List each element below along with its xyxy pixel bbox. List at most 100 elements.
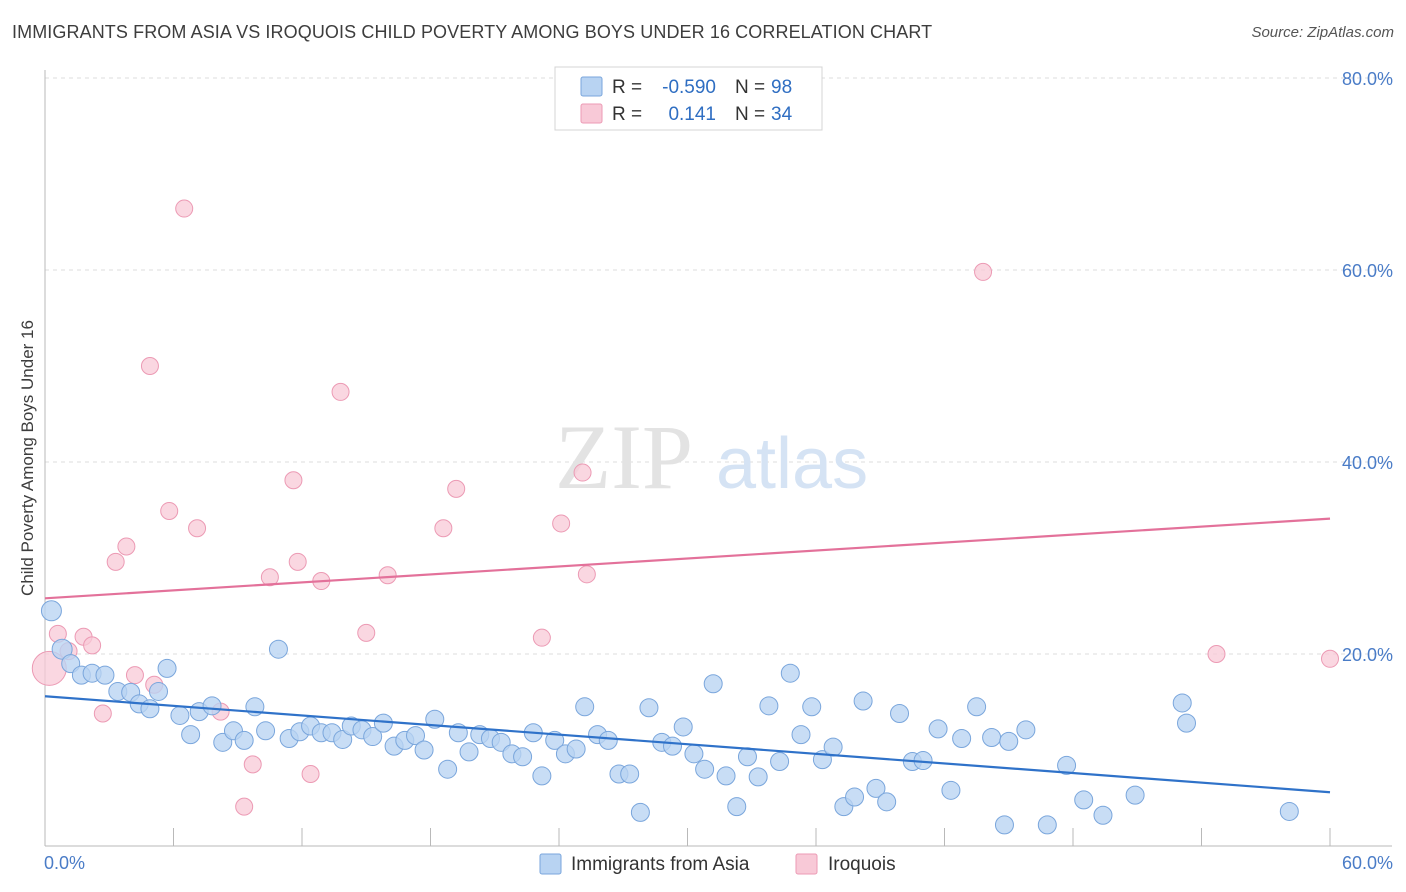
asia-point: [802, 697, 822, 717]
asia-points: [40, 600, 1299, 835]
asia-point: [268, 639, 288, 659]
asia-point: [51, 638, 73, 660]
legend-n-label-iroquois: N =: [735, 104, 765, 125]
iroquois-point: [125, 666, 144, 685]
asia-point: [716, 766, 736, 786]
legend-swatch-asia: [580, 76, 603, 97]
legend-r-label-iroquois: R =: [612, 104, 642, 125]
watermark-atlas: atlas: [716, 424, 868, 504]
iroquois-point: [552, 514, 571, 533]
legend-r-value-iroquois: 0.141: [668, 104, 716, 125]
asia-point: [890, 704, 910, 724]
asia-point: [1172, 693, 1192, 713]
asia-point: [545, 730, 565, 750]
asia-point: [575, 697, 595, 717]
y-tick-label: 60.0%: [1342, 261, 1393, 281]
legend-r-label-asia: R =: [612, 77, 642, 98]
asia-point: [425, 709, 445, 729]
iroquois-point: [93, 704, 112, 723]
chart-title: IMMIGRANTS FROM ASIA VS IROQUOIS CHILD P…: [12, 22, 933, 42]
y-tick-label: 20.0%: [1342, 645, 1393, 665]
asia-point: [639, 698, 659, 718]
iroquois-point: [974, 262, 993, 281]
asia-point: [459, 742, 479, 762]
asia-point: [234, 730, 254, 750]
legend-n-value-asia: 98: [771, 77, 792, 98]
iroquois-point: [573, 463, 592, 482]
asia-point: [663, 736, 683, 756]
asia-point: [513, 747, 533, 767]
iroquois-point: [188, 519, 207, 538]
iroquois-point: [260, 568, 279, 587]
trend-lines: [44, 517, 1331, 794]
asia-trend-line: [44, 695, 1331, 794]
asia-point: [40, 600, 62, 622]
asia-point: [1279, 801, 1299, 821]
asia-point: [157, 658, 177, 678]
asia-point: [598, 730, 618, 750]
iroquois-point: [175, 199, 194, 218]
asia-point: [1125, 785, 1145, 805]
iroquois-point: [532, 628, 551, 647]
x-tick-label-max: 60.0%: [1342, 853, 1393, 873]
asia-point: [737, 747, 757, 767]
stats-legend: R = -0.590 N = 98 R = 0.141 N = 34: [554, 66, 823, 131]
asia-point: [845, 787, 865, 807]
iroquois-point: [117, 537, 136, 556]
asia-point: [952, 728, 972, 748]
iroquois-point: [243, 755, 262, 774]
asia-point: [170, 705, 190, 725]
asia-point: [140, 699, 160, 719]
asia-point: [181, 725, 201, 745]
iroquois-points: [31, 199, 1339, 816]
y-axis-label: Child Poverty Among Boys Under 16: [18, 320, 37, 596]
asia-point: [630, 802, 650, 822]
iroquois-point: [83, 636, 102, 655]
asia-point: [1074, 790, 1094, 810]
asia-point: [823, 737, 843, 757]
asia-point: [363, 727, 383, 747]
iroquois-point: [140, 357, 159, 375]
asia-point: [941, 780, 961, 800]
iroquois-point: [106, 552, 125, 571]
asia-point: [406, 726, 426, 746]
series-legend: Immigrants from Asia Iroquois: [539, 853, 896, 875]
asia-point: [695, 759, 715, 779]
gridlines: [45, 77, 1392, 655]
asia-point: [256, 721, 276, 741]
y-tick-label: 40.0%: [1342, 453, 1393, 473]
asia-point: [727, 797, 747, 817]
iroquois-trend-line: [44, 517, 1331, 600]
asia-point: [673, 717, 693, 737]
bottom-legend-swatch-iroquois: [795, 853, 818, 875]
asia-point: [770, 752, 790, 772]
asia-point: [1016, 720, 1036, 740]
asia-point: [866, 778, 886, 798]
asia-point: [748, 767, 768, 787]
x-axis-ticks: [44, 828, 1331, 846]
asia-point: [202, 696, 222, 716]
iroquois-point: [447, 479, 466, 498]
iroquois-point: [288, 552, 307, 571]
asia-point: [877, 792, 897, 812]
asia-point: [1093, 805, 1113, 825]
watermark-zip: ZIP: [555, 406, 693, 508]
x-tick-label-min: 0.0%: [44, 853, 85, 873]
y-tick-label: 80.0%: [1342, 69, 1393, 89]
asia-point: [620, 764, 640, 784]
iroquois-point: [235, 797, 254, 816]
asia-point: [703, 674, 723, 694]
asia-point: [1037, 815, 1057, 835]
iroquois-point: [160, 501, 179, 520]
source-label: Source: ZipAtlas.com: [1251, 24, 1394, 41]
asia-point: [532, 766, 552, 786]
x-tick-labels: 0.0% 60.0%: [44, 853, 1393, 873]
asia-point: [759, 696, 779, 716]
asia-point: [994, 815, 1014, 835]
asia-point: [438, 759, 458, 779]
iroquois-point: [284, 471, 303, 490]
asia-point: [999, 731, 1019, 751]
bottom-legend-label-iroquois: Iroquois: [828, 854, 896, 875]
legend-swatch-iroquois: [580, 103, 603, 124]
